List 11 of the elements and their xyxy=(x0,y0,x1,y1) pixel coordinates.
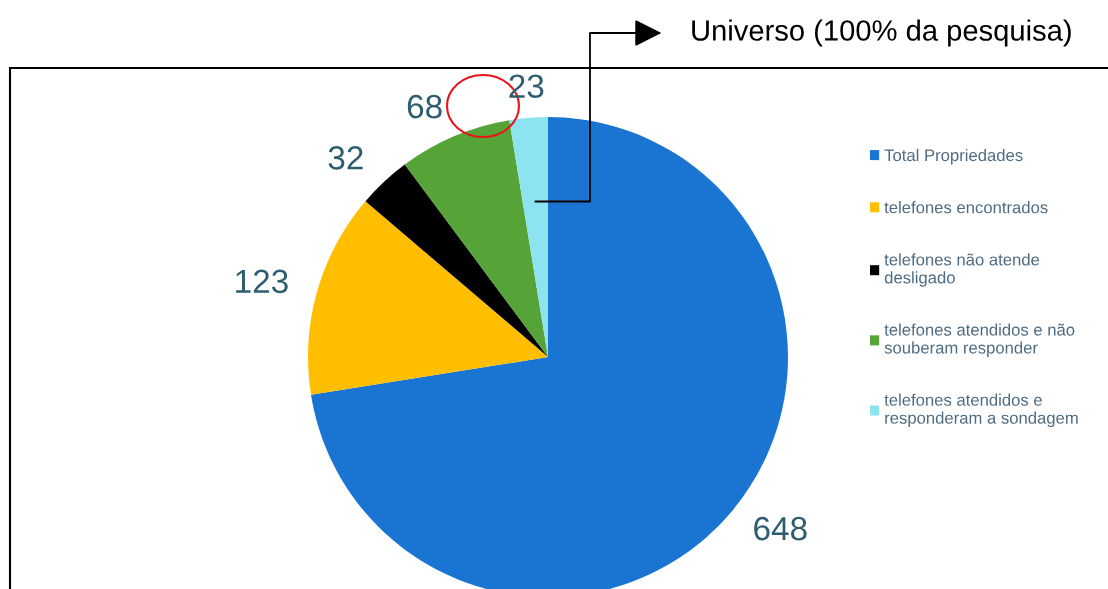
data-label: 648 xyxy=(754,516,807,541)
legend-label: telefones encontrados xyxy=(884,201,1048,214)
text: Universo (100% da pesquisa) xyxy=(692,19,1071,47)
legend-label: Total Propriedades xyxy=(884,148,1023,165)
legend-label: telefones atendidos e não souberam responder xyxy=(884,323,1075,357)
data-label: 32 xyxy=(328,146,363,170)
data-label: 123 xyxy=(236,269,288,294)
legend-label: telefones não atende desligado xyxy=(884,253,1040,287)
legend-label: telefones atendidos e responderam a sondagem xyxy=(884,393,1078,428)
data-label: 68 xyxy=(407,94,442,119)
data-label: 23 xyxy=(509,74,544,99)
